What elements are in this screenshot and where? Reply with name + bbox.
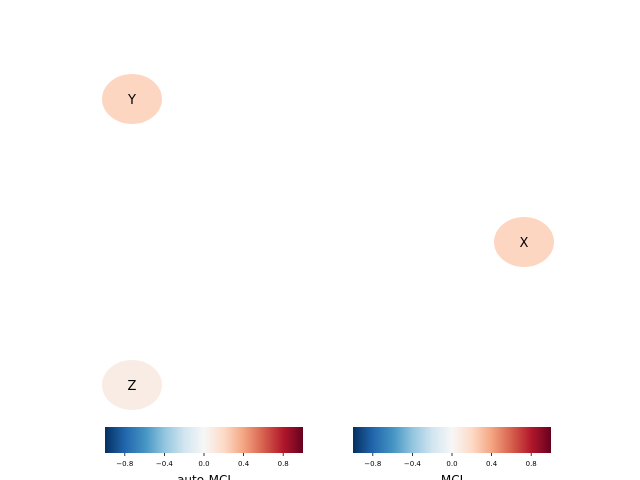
node-label: Z xyxy=(128,379,137,394)
colorbar-label: auto-MCI xyxy=(177,473,231,480)
node-label: X xyxy=(520,236,529,251)
tick-label: −0.8 xyxy=(364,460,381,468)
tick-label: −0.4 xyxy=(156,460,174,468)
colorbar xyxy=(105,427,303,453)
tick-label: 0.8 xyxy=(278,460,289,468)
node xyxy=(494,217,554,267)
tick-label: 0.0 xyxy=(446,460,457,468)
node-label: Y xyxy=(127,93,136,108)
node xyxy=(102,360,162,410)
node xyxy=(102,74,162,124)
colorbar-label: MCI xyxy=(441,473,463,480)
tick-label: 0.4 xyxy=(238,460,250,468)
tick-label: 0.8 xyxy=(526,460,537,468)
tick-label: −0.8 xyxy=(116,460,133,468)
tick-label: −0.4 xyxy=(404,460,422,468)
colorbar xyxy=(353,427,551,453)
tick-label: 0.4 xyxy=(486,460,498,468)
tick-label: 0.0 xyxy=(198,460,209,468)
